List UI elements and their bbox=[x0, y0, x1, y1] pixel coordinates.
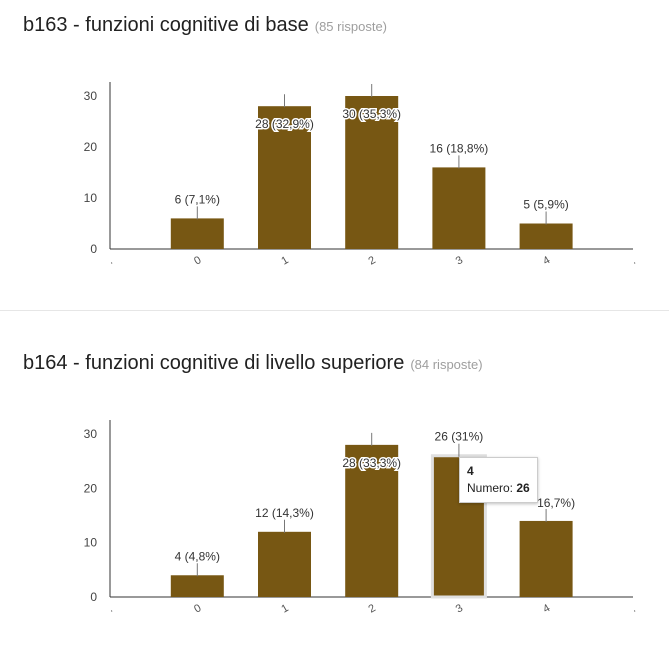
response-count: (84 risposte) bbox=[410, 357, 483, 372]
x-tick-label: 0 bbox=[192, 602, 203, 615]
tooltip-value: 26 bbox=[516, 481, 530, 495]
question-header: b163 - funzioni cognitive di base (85 ris… bbox=[23, 14, 387, 37]
y-tick-label: 20 bbox=[84, 140, 98, 154]
tooltip-label: Numero: bbox=[467, 481, 514, 495]
x-tick-label: 2 bbox=[367, 254, 378, 267]
y-tick-label: 10 bbox=[84, 536, 98, 550]
question-section-b164: b164 - funzioni cognitive di livello sup… bbox=[0, 311, 669, 636]
question-section-b163: b163 - funzioni cognitive di base (85 ris… bbox=[0, 0, 669, 310]
y-tick-label: 10 bbox=[84, 191, 98, 205]
x-tick-label: 0 bbox=[192, 254, 203, 267]
y-tick-label: 20 bbox=[84, 481, 98, 495]
x-tick-label: 3 bbox=[454, 602, 465, 615]
tooltip-category: 4 bbox=[467, 464, 474, 478]
data-label: 12 (14,3%) bbox=[255, 506, 314, 520]
x-tick-label: . bbox=[106, 255, 115, 267]
y-tick-label: 0 bbox=[90, 590, 97, 604]
question-header: b164 - funzioni cognitive di livello sup… bbox=[23, 352, 483, 375]
bar bbox=[258, 106, 311, 249]
bar bbox=[258, 531, 311, 597]
bar bbox=[432, 167, 486, 249]
question-title: b163 - funzioni cognitive di base bbox=[23, 14, 309, 36]
x-tick-label: . bbox=[629, 255, 638, 267]
x-tick-label: 3 bbox=[454, 254, 465, 267]
data-label: 28 (32,9%) bbox=[255, 117, 314, 131]
y-tick-label: 30 bbox=[84, 427, 98, 441]
x-tick-label: 1 bbox=[279, 602, 290, 615]
x-tick-label: 4 bbox=[541, 602, 552, 615]
data-label: 6 (7,1%) bbox=[175, 192, 220, 206]
chart-tooltip: 4 Numero: 26 bbox=[459, 457, 538, 503]
bar bbox=[519, 223, 573, 249]
data-label: 5 (5,9%) bbox=[523, 198, 568, 212]
data-label: 16,7%) bbox=[537, 496, 575, 510]
data-label: 26 (31%) bbox=[435, 430, 484, 444]
response-count: (85 risposte) bbox=[314, 19, 387, 34]
x-tick-label: 1 bbox=[279, 254, 290, 267]
data-label: 30 (35,3%) bbox=[342, 107, 401, 121]
bar bbox=[345, 444, 399, 597]
data-label: 28 (33,3%) bbox=[342, 456, 401, 470]
data-label: 16 (18,8%) bbox=[430, 141, 489, 155]
x-tick-label: 4 bbox=[541, 254, 552, 267]
bar bbox=[345, 96, 399, 249]
bar bbox=[170, 575, 224, 597]
y-tick-label: 0 bbox=[90, 242, 97, 256]
question-title: b164 - funzioni cognitive di livello sup… bbox=[23, 352, 405, 374]
x-tick-label: 2 bbox=[367, 602, 378, 615]
bar bbox=[519, 520, 573, 597]
x-tick-label: . bbox=[629, 603, 638, 615]
y-tick-label: 30 bbox=[84, 89, 98, 103]
section-divider bbox=[0, 310, 669, 311]
x-tick-label: . bbox=[106, 603, 115, 615]
bar bbox=[170, 218, 224, 249]
data-label: 4 (4,8%) bbox=[175, 549, 220, 563]
